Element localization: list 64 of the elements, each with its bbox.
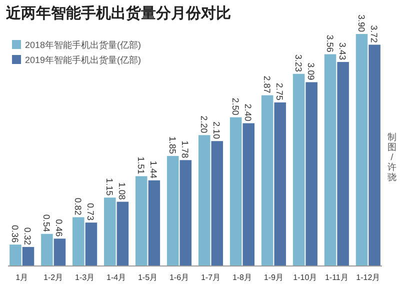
bar: [10, 244, 22, 266]
data-label: 1.15: [104, 178, 114, 196]
x-tick-label: 1-11月: [324, 273, 348, 282]
data-label: 2.40: [243, 104, 254, 122]
data-label: 3.90: [356, 14, 366, 32]
bar: [211, 141, 224, 266]
data-label: 3.43: [338, 42, 348, 60]
data-label: 2.20: [198, 116, 209, 134]
x-tick-label: 1-7月: [200, 273, 221, 282]
bar: [242, 123, 254, 266]
bar: [274, 102, 286, 266]
bar: [337, 62, 349, 266]
data-label: 0.46: [54, 219, 64, 237]
data-label: 1.51: [136, 156, 146, 174]
x-tick-label: 1-5月: [138, 273, 158, 282]
data-label: 2.75: [274, 82, 285, 100]
x-tick-label: 1-6月: [169, 273, 190, 282]
data-label: 3.72: [369, 25, 380, 43]
data-label: 0.36: [10, 225, 20, 243]
bar: [72, 217, 84, 266]
x-tick-label: 1月: [16, 273, 28, 282]
bar: [54, 238, 66, 266]
bar: [85, 222, 98, 266]
bar: [136, 176, 148, 266]
bar: [104, 198, 116, 266]
bar: [22, 246, 34, 266]
data-label: 1.85: [167, 136, 178, 154]
data-label: 1.08: [117, 182, 128, 200]
data-label: 2.10: [212, 122, 222, 140]
bar: [166, 156, 179, 266]
data-label: 0.73: [86, 203, 96, 221]
data-label: 3.23: [293, 54, 304, 72]
bar: [116, 202, 129, 266]
bar: [41, 234, 53, 266]
bar: [148, 180, 160, 266]
x-tick-label: 1-9月: [264, 273, 284, 282]
data-label: 0.54: [41, 214, 52, 232]
bar: [324, 54, 336, 266]
data-label: 1.44: [148, 160, 159, 178]
bar: [180, 160, 192, 266]
x-tick-label: 1-10月: [293, 273, 318, 282]
chart-title: 近两年智能手机出货量分月份对比: [5, 5, 231, 22]
x-tick-label: 1-3月: [75, 273, 95, 282]
data-label: 0.82: [72, 198, 83, 216]
bar: [198, 135, 210, 266]
bar: [230, 117, 242, 266]
x-tick-label: 1-8月: [232, 273, 252, 282]
bar: [306, 82, 318, 266]
legend-label: 2018年智能手机出货量(亿部): [25, 40, 142, 50]
data-label: 3.56: [324, 34, 335, 52]
data-label: 0.32: [22, 227, 33, 245]
data-label: 2.87: [262, 76, 272, 94]
bar: [368, 44, 380, 266]
legend-label: 2019年智能手机出货量(亿部): [25, 55, 142, 65]
bar: [261, 95, 274, 266]
text: 制图/许骁: [388, 132, 396, 182]
bar: [356, 34, 368, 266]
x-tick-label: 1-2月: [44, 273, 64, 282]
data-label: 1.78: [180, 140, 190, 158]
x-tick-label: 1-4月: [106, 273, 126, 282]
bar: [292, 74, 305, 266]
x-tick-label: 1-12月: [356, 273, 380, 282]
data-label: 2.50: [230, 98, 240, 116]
data-label: 3.09: [306, 62, 316, 80]
